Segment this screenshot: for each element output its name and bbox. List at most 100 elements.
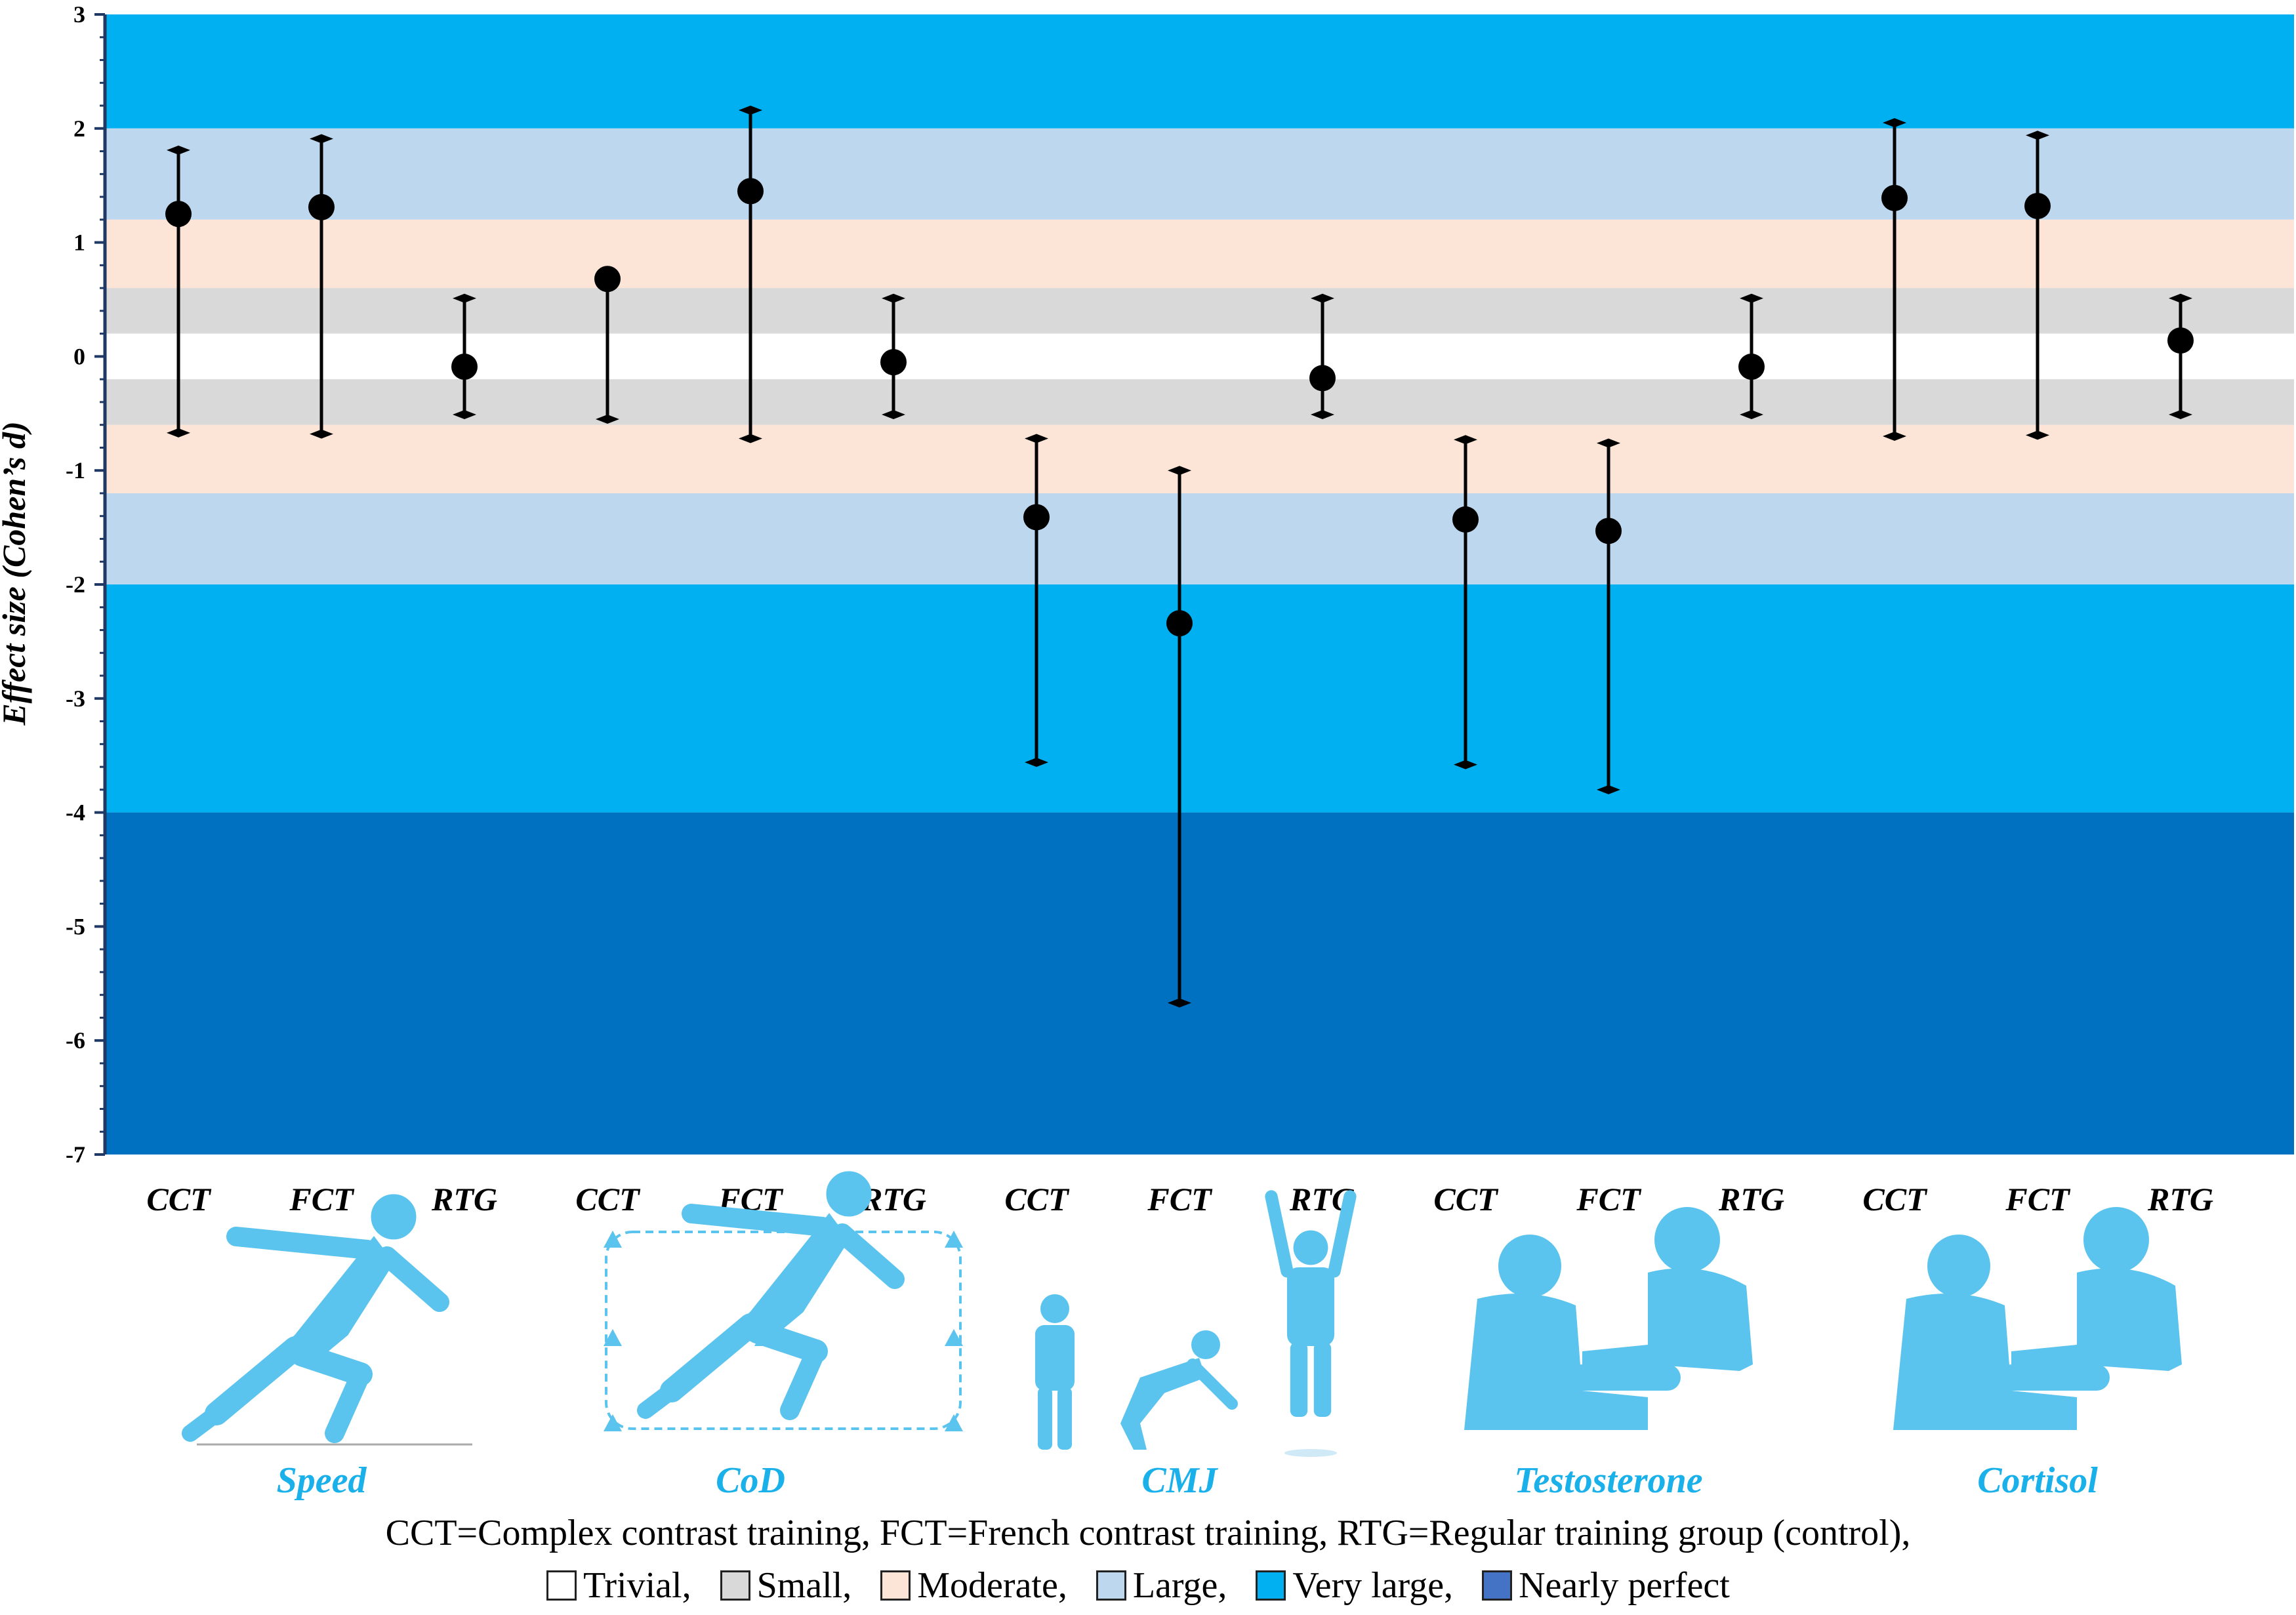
- blood-test-icon: [1464, 1207, 1753, 1430]
- thigh-front: [745, 1320, 828, 1363]
- error-cap: [739, 434, 762, 443]
- magnitude-band: [105, 14, 2294, 129]
- y-tick-label: -7: [66, 1141, 85, 1168]
- group-label: FCT: [1576, 1181, 1642, 1217]
- group-label: FCT: [1147, 1181, 1213, 1217]
- cone: [604, 1329, 622, 1346]
- group-label: CCT: [1862, 1181, 1928, 1217]
- effect-size-point: [1881, 184, 1908, 211]
- outcome-label-cod: CoD: [716, 1460, 785, 1501]
- cone: [945, 1329, 963, 1346]
- effect-size-point: [737, 178, 764, 205]
- legend-label-very-large: Very large,: [1292, 1565, 1454, 1606]
- group-label: CCT: [1433, 1181, 1499, 1217]
- error-cap: [453, 410, 476, 420]
- y-tick-label: -1: [66, 457, 85, 483]
- error-bar-cod-fct: [737, 105, 764, 443]
- head: [1040, 1294, 1069, 1323]
- error-cap: [1168, 998, 1191, 1008]
- head: [1293, 1230, 1328, 1265]
- error-cap: [1740, 410, 1763, 420]
- effect-size-point: [1166, 610, 1193, 637]
- legend-swatch-trivial: [546, 1570, 577, 1601]
- effect-size-point: [165, 201, 192, 228]
- y-tick-label: -3: [66, 685, 85, 712]
- error-bar-testosterone-rtg: [1738, 293, 1765, 420]
- effect-size-point: [880, 349, 907, 376]
- y-axis-label: Effect size (Cohen’s d): [0, 421, 32, 726]
- error-cap: [1883, 432, 1906, 441]
- change-of-direction-icon: [604, 1171, 963, 1431]
- group-label: RTG: [2147, 1181, 2213, 1217]
- error-cap: [1025, 434, 1048, 443]
- magnitude-band: [105, 333, 2294, 380]
- error-cap: [1883, 118, 1906, 128]
- error-cap: [1454, 760, 1477, 769]
- leg-back: [660, 1313, 762, 1402]
- error-cap: [167, 145, 190, 155]
- outcome-label-cortisol: Cortisol: [1977, 1460, 2098, 1501]
- effect-size-point: [1452, 506, 1479, 533]
- patient-head: [1498, 1235, 1561, 1298]
- group-label: RTG: [860, 1181, 926, 1217]
- magnitude-band: [105, 128, 2294, 220]
- error-cap: [2169, 293, 2192, 303]
- leg-right: [1313, 1342, 1332, 1417]
- doctor-head: [1654, 1207, 1720, 1273]
- legend-swatch-nearly-perfect: [1482, 1570, 1513, 1601]
- effect-size-point: [2024, 192, 2051, 219]
- group-label: FCT: [2005, 1181, 2071, 1217]
- group-label: CCT: [575, 1181, 641, 1217]
- error-bar-cmj-rtg: [1309, 293, 1336, 420]
- legend-label-moderate: Moderate,: [917, 1565, 1067, 1606]
- error-cap: [167, 428, 190, 438]
- legend-label-trivial: Trivial,: [583, 1565, 691, 1606]
- error-bar-speed-fct: [308, 134, 335, 439]
- magnitude-band: [105, 379, 2294, 425]
- legend-item-nearly-perfect: Nearly perfect: [1482, 1564, 1730, 1606]
- error-bar-cmj-fct: [1166, 466, 1193, 1008]
- error-cap: [1740, 293, 1763, 303]
- legend-swatch-moderate: [880, 1570, 911, 1601]
- legend-label-large: Large,: [1132, 1565, 1227, 1606]
- legs: [1120, 1378, 1166, 1450]
- magnitude-band: [105, 812, 2294, 1155]
- thigh-front: [290, 1343, 373, 1386]
- y-tick-label: -6: [66, 1027, 85, 1053]
- error-cap: [1597, 438, 1620, 448]
- effect-size-point: [451, 354, 478, 380]
- jump-icon: [1035, 1190, 1357, 1457]
- legend-item-large: Large,: [1096, 1564, 1227, 1606]
- jump-shadow: [1284, 1449, 1337, 1457]
- legend-item-small: Small,: [720, 1564, 851, 1606]
- sprinter-icon: [182, 1194, 472, 1446]
- error-bar-cmj-cct: [1023, 434, 1050, 767]
- outcome-label-cmj: CMJ: [1141, 1460, 1218, 1501]
- magnitude-band: [105, 584, 2294, 813]
- error-cap: [1454, 435, 1477, 445]
- arm-up-left: [1265, 1190, 1294, 1278]
- effect-size-point: [594, 266, 621, 293]
- shin-front: [780, 1341, 826, 1420]
- arm: [1187, 1359, 1238, 1410]
- error-cap: [596, 414, 619, 424]
- group-label: FCT: [289, 1181, 355, 1217]
- effect-size-point: [308, 194, 335, 220]
- error-cap: [739, 105, 762, 115]
- error-bar-cod-rtg: [880, 293, 907, 420]
- y-tick-label: -2: [66, 571, 85, 598]
- magnitude-band: [105, 288, 2294, 334]
- foot-back: [182, 1405, 225, 1442]
- error-bar-cortisol-fct: [2024, 131, 2051, 440]
- group-label: RTG: [431, 1181, 497, 1217]
- torso: [1287, 1267, 1334, 1346]
- blood-test-figure: [1893, 1207, 2182, 1430]
- sprinter-figure: [637, 1171, 905, 1420]
- y-axis: 3 2 1 0 -1 -2 -3 -4 -5 -6 -7: [66, 1, 107, 1168]
- error-cap: [1311, 410, 1334, 420]
- arm-front: [377, 1246, 449, 1312]
- torso: [1035, 1325, 1075, 1391]
- legend-swatch-very-large: [1256, 1570, 1286, 1601]
- sprinter-figure: [182, 1194, 449, 1443]
- error-cap: [310, 429, 333, 439]
